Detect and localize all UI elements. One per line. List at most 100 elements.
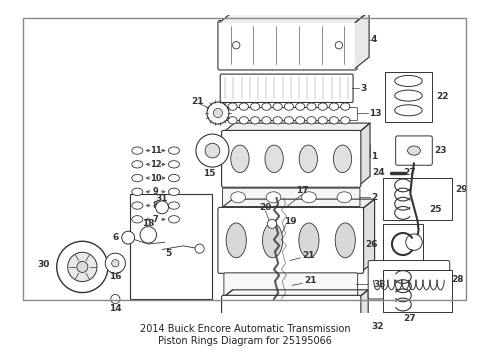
Polygon shape (362, 199, 374, 271)
Ellipse shape (395, 105, 422, 116)
Text: 32: 32 (371, 322, 383, 331)
Ellipse shape (302, 192, 316, 203)
Text: 12: 12 (150, 160, 162, 169)
FancyBboxPatch shape (221, 295, 361, 337)
Polygon shape (223, 290, 368, 297)
Text: 2014 Buick Encore Automatic Transmission
Piston Rings Diagram for 25195066: 2014 Buick Encore Automatic Transmission… (140, 324, 350, 346)
Ellipse shape (169, 202, 179, 209)
Text: 31: 31 (156, 194, 168, 203)
Ellipse shape (284, 117, 294, 124)
Text: 7: 7 (153, 215, 158, 224)
Ellipse shape (228, 103, 237, 110)
Ellipse shape (307, 103, 316, 110)
Text: 21: 21 (302, 251, 315, 260)
Bar (385, 72, 432, 122)
Ellipse shape (335, 223, 355, 258)
Polygon shape (355, 11, 369, 68)
Text: 29: 29 (455, 185, 468, 194)
Text: 9: 9 (153, 187, 158, 196)
Text: 27: 27 (403, 314, 416, 323)
Text: 10: 10 (150, 174, 161, 183)
Ellipse shape (273, 103, 282, 110)
Ellipse shape (239, 117, 248, 124)
Text: 2: 2 (371, 193, 377, 202)
Polygon shape (220, 11, 369, 22)
Ellipse shape (250, 103, 260, 110)
Ellipse shape (266, 192, 281, 203)
Ellipse shape (341, 103, 350, 110)
FancyBboxPatch shape (221, 130, 361, 187)
Ellipse shape (132, 202, 143, 209)
Text: 16: 16 (109, 271, 122, 280)
Text: 20: 20 (259, 203, 272, 212)
Ellipse shape (329, 103, 339, 110)
Ellipse shape (262, 103, 271, 110)
Ellipse shape (132, 161, 143, 168)
Circle shape (406, 234, 422, 251)
Ellipse shape (284, 103, 294, 110)
Ellipse shape (333, 145, 352, 172)
Circle shape (213, 108, 222, 118)
Ellipse shape (318, 117, 327, 124)
Circle shape (105, 253, 125, 273)
Text: 8: 8 (153, 201, 158, 210)
Ellipse shape (169, 161, 179, 168)
Ellipse shape (265, 145, 283, 172)
Circle shape (233, 41, 240, 49)
Circle shape (156, 201, 169, 214)
Circle shape (205, 143, 220, 158)
Polygon shape (359, 123, 370, 185)
Text: 4: 4 (371, 35, 377, 44)
FancyBboxPatch shape (218, 21, 357, 70)
Ellipse shape (408, 146, 420, 155)
Ellipse shape (169, 174, 179, 182)
Ellipse shape (395, 90, 422, 101)
Text: 33: 33 (374, 280, 386, 289)
Ellipse shape (299, 145, 318, 172)
FancyBboxPatch shape (224, 273, 358, 296)
Ellipse shape (226, 223, 246, 258)
Text: 18: 18 (142, 219, 154, 228)
Ellipse shape (341, 117, 350, 124)
Text: 11: 11 (150, 146, 162, 155)
Ellipse shape (307, 117, 316, 124)
FancyBboxPatch shape (218, 207, 364, 273)
Ellipse shape (132, 174, 143, 182)
Ellipse shape (262, 117, 271, 124)
Circle shape (112, 260, 119, 267)
Polygon shape (130, 194, 213, 299)
Ellipse shape (295, 103, 305, 110)
Text: 21: 21 (192, 96, 204, 105)
Text: 23: 23 (434, 146, 447, 155)
Ellipse shape (132, 188, 143, 195)
Ellipse shape (250, 117, 260, 124)
Circle shape (207, 102, 229, 124)
Text: 13: 13 (369, 108, 382, 117)
Text: 26: 26 (365, 239, 377, 248)
Text: 24: 24 (372, 168, 385, 177)
Circle shape (68, 252, 97, 282)
FancyBboxPatch shape (395, 136, 432, 165)
FancyBboxPatch shape (220, 74, 353, 103)
Text: 30: 30 (37, 260, 49, 269)
Circle shape (77, 261, 88, 273)
Circle shape (268, 219, 276, 229)
Ellipse shape (295, 117, 305, 124)
Bar (383, 178, 452, 220)
Text: 6: 6 (113, 233, 119, 242)
Ellipse shape (132, 147, 143, 154)
Polygon shape (223, 123, 370, 132)
Ellipse shape (273, 117, 282, 124)
Text: 22: 22 (436, 92, 448, 101)
Ellipse shape (318, 103, 327, 110)
Circle shape (196, 134, 229, 167)
Circle shape (111, 294, 120, 303)
Ellipse shape (239, 103, 248, 110)
Ellipse shape (263, 223, 283, 258)
Bar (383, 224, 423, 264)
Text: 3: 3 (360, 84, 366, 93)
Ellipse shape (228, 117, 237, 124)
Circle shape (57, 241, 108, 293)
Ellipse shape (395, 76, 422, 86)
Text: 15: 15 (203, 169, 216, 178)
